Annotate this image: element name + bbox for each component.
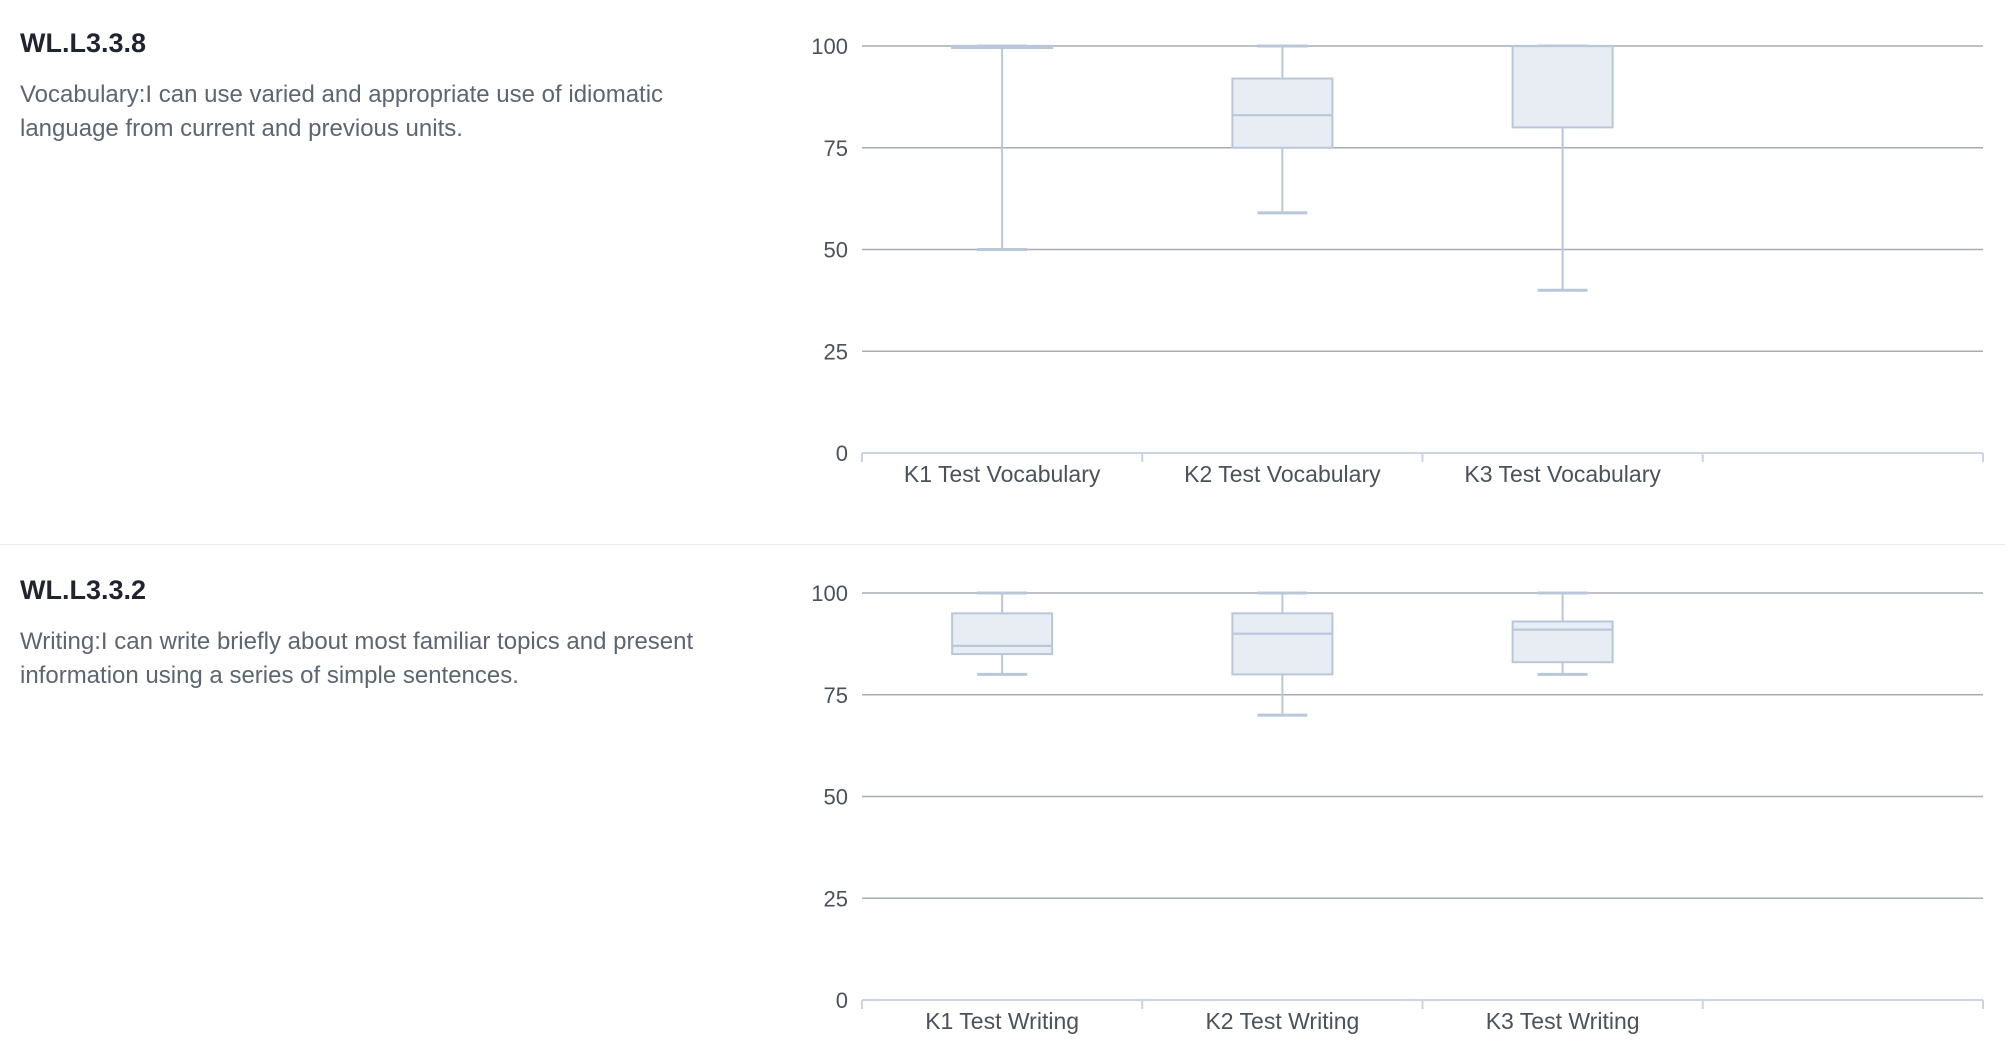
y-tick-label: 75 (824, 136, 848, 161)
y-tick-label: 100 (811, 34, 848, 59)
iqr-box (951, 612, 1054, 656)
iqr-box (1231, 612, 1334, 676)
y-tick-label: 75 (824, 683, 848, 708)
standard-section: WL.L3.3.2 Writing:I can write briefly ab… (0, 547, 2016, 1044)
standard-code: WL.L3.3.2 (20, 575, 147, 605)
y-tick-label: 25 (824, 339, 848, 364)
standard-code: WL.L3.3.8 (20, 28, 147, 58)
iqr-box (1511, 620, 1614, 664)
y-tick-label: 0 (836, 441, 848, 466)
x-category-label: K3 Test Vocabulary (1464, 461, 1661, 487)
section-divider (0, 544, 2005, 545)
x-category-label: K1 Test Writing (925, 1008, 1079, 1034)
x-category-label: K3 Test Writing (1486, 1008, 1640, 1034)
standard-description: Writing:I can write briefly about most f… (20, 628, 694, 689)
y-tick-label: 50 (824, 238, 848, 263)
score-boxplot-chart: 0 25 50 75 100 K1 Test Vocabulary K2 Test Voca… (811, 34, 1984, 487)
iqr-box (1231, 77, 1334, 149)
iqr-box (1511, 45, 1614, 129)
x-category-label: K1 Test Vocabulary (904, 461, 1101, 487)
y-tick-label: 100 (811, 581, 848, 606)
x-category-label: K2 Test Vocabulary (1184, 461, 1381, 487)
y-tick-label: 0 (836, 988, 848, 1013)
y-tick-label: 50 (824, 785, 848, 810)
y-tick-label: 25 (824, 886, 848, 911)
standard-section: WL.L3.3.8 Vocabulary:I can use varied an… (20, 28, 1984, 487)
x-category-label: K2 Test Writing (1205, 1008, 1359, 1034)
standard-description: Vocabulary:I can use varied and appropri… (20, 81, 664, 142)
score-boxplot-chart: 0 25 50 75 100 K1 Test Writing K2 Test Writing… (811, 581, 1984, 1034)
